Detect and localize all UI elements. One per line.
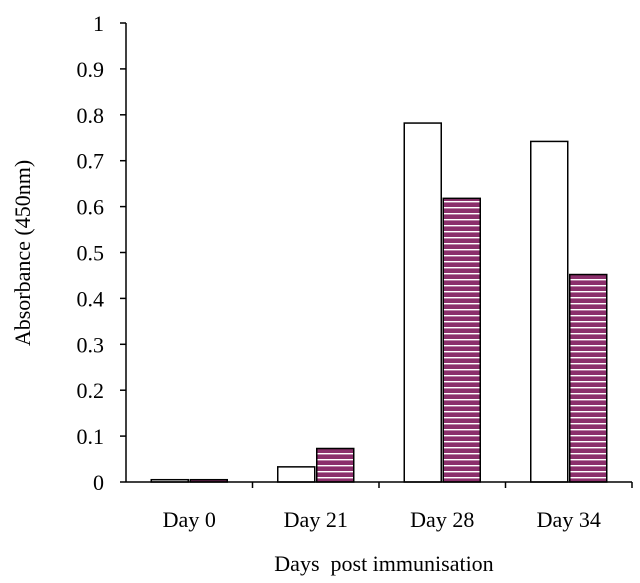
- x-axis-title: Days post immunisation: [274, 551, 493, 576]
- bar-series-1-day-21: [277, 466, 316, 483]
- x-category-label: Day 34: [537, 507, 601, 532]
- y-tick-label: 0.4: [77, 286, 105, 311]
- x-ticks: Day 0 Day 21 Day 28 Day 34: [163, 482, 633, 532]
- y-tick-label: 0.8: [77, 103, 105, 128]
- y-tick-label: 0.5: [77, 241, 105, 266]
- y-tick-label: 0: [93, 470, 104, 495]
- bar-series-1-day-28: [403, 122, 442, 483]
- bar-series-2-day-34: [569, 273, 608, 483]
- y-tick-label: 0.2: [77, 378, 105, 403]
- bar-series-1-day-34: [530, 140, 569, 483]
- y-tick-label: 0.1: [77, 424, 105, 449]
- bar-series-2-day-28: [442, 197, 481, 483]
- x-category-label: Day 28: [410, 507, 474, 532]
- y-tick-label: 1: [93, 11, 104, 36]
- bar-series-2-day-21: [316, 447, 355, 483]
- y-tick-label: 0.7: [77, 149, 105, 174]
- x-category-label: Day 21: [284, 507, 348, 532]
- x-category-label: Day 0: [163, 507, 216, 532]
- y-ticks: 0 0.1 0.2 0.3 0.4 0.5 0.6 0.7 0.8 0.9 1: [77, 11, 126, 495]
- y-tick-label: 0.3: [77, 332, 105, 357]
- y-axis-title: Absorbance (450nm): [10, 160, 35, 346]
- bars-layer: [150, 122, 608, 483]
- y-tick-label: 0.9: [77, 57, 105, 82]
- y-tick-label: 0.6: [77, 195, 105, 220]
